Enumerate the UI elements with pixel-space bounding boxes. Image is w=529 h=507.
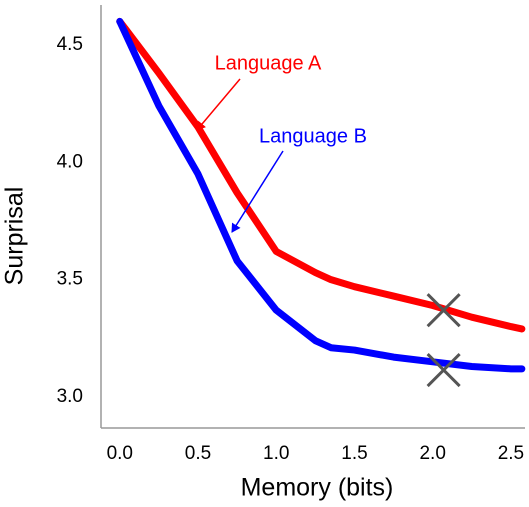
y-tick-label: 4.0: [57, 151, 83, 172]
x-marker: [426, 352, 461, 388]
y-tick-label: 3.5: [57, 269, 83, 290]
x-tick-label: 1.5: [341, 443, 367, 464]
annotation-arrow: [196, 78, 241, 131]
series-annotation: Language A: [215, 52, 322, 74]
series-line: [116, 17, 526, 373]
x-marker: [426, 293, 461, 328]
series-annotation: Language B: [259, 125, 367, 147]
x-tick-label: 0.0: [107, 443, 133, 464]
x-tick-label: 1.0: [263, 443, 289, 464]
annotation-arrow: [231, 150, 284, 233]
y-axis-title: Surprisal: [1, 187, 29, 286]
x-tick-label: 2.5: [498, 443, 524, 464]
x-axis-title: Memory (bits): [241, 474, 394, 502]
x-tick-label: 2.0: [419, 443, 445, 464]
y-tick-label: 4.5: [57, 34, 83, 55]
x-tick-label: 0.5: [185, 443, 211, 464]
y-tick-label: 3.0: [57, 386, 83, 407]
